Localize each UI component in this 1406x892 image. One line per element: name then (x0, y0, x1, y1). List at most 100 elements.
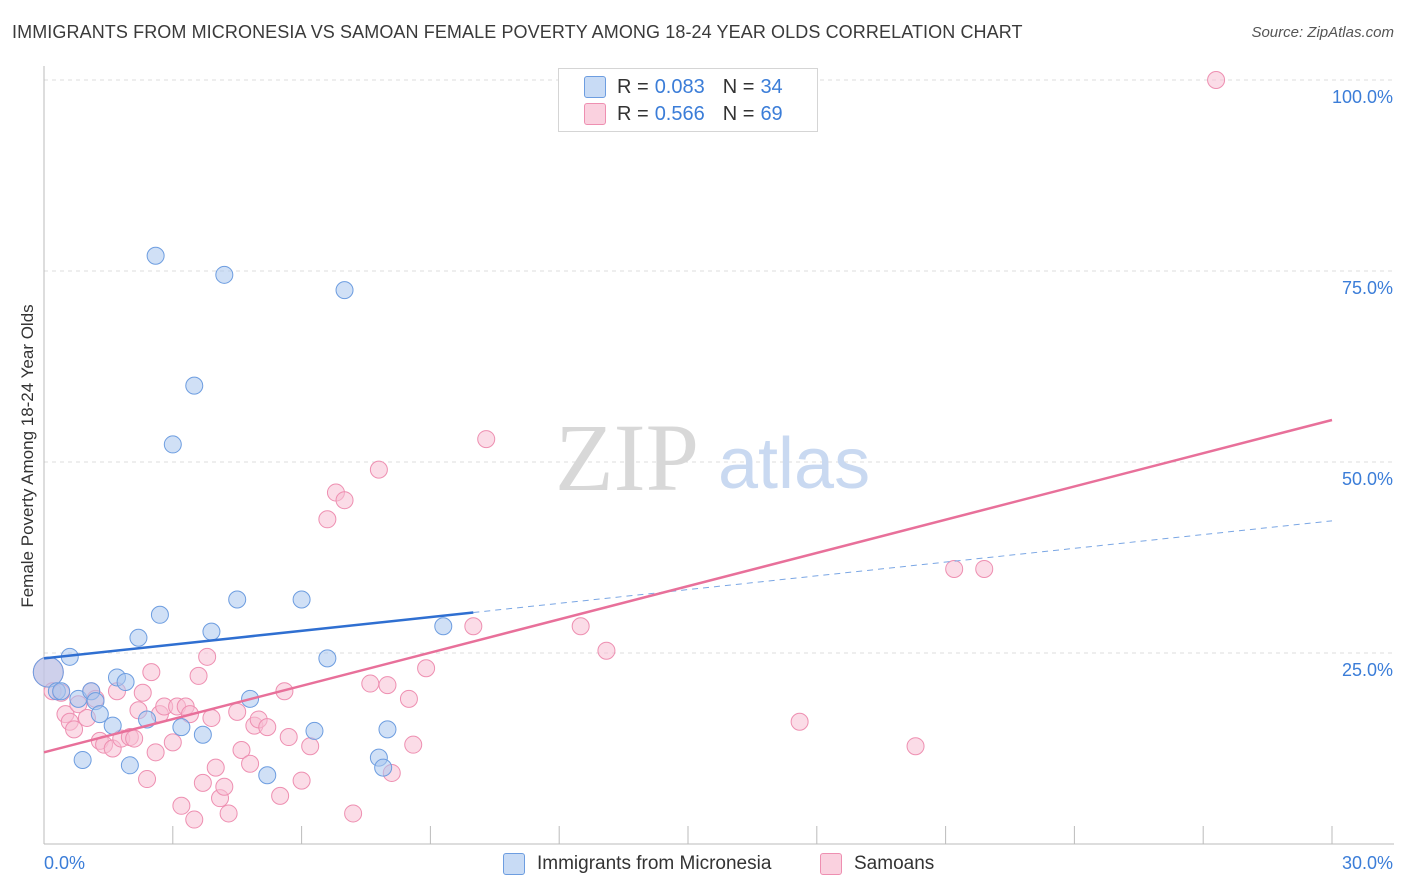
legend-r-value: 0.566 (654, 102, 705, 125)
point-micronesia (129, 628, 148, 647)
point-samoans (258, 718, 277, 737)
point-micronesia (292, 590, 311, 609)
point-samoans (361, 674, 380, 693)
point-samoans (193, 773, 212, 792)
legend-n-label: N = (722, 102, 755, 125)
point-samoans (241, 754, 260, 773)
point-samoans (185, 810, 204, 829)
point-samoans (378, 676, 397, 695)
trend-layer (43, 418, 1333, 754)
tick-label-layer: 25.0% 50.0% 75.0% 100.0% 0.0% 30.0% (44, 87, 1393, 873)
point-samoans (404, 735, 423, 754)
chart-source: Source: ZipAtlas.com (1251, 24, 1394, 41)
y-tick-label: 25.0% (1342, 660, 1393, 680)
point-samoans (975, 559, 994, 578)
point-samoans (301, 737, 320, 756)
legend-n-value: 69 (760, 102, 783, 125)
bottom-legend-swatch-samoans (820, 853, 842, 875)
trend-line-micronesia (43, 611, 474, 660)
point-samoans (271, 786, 290, 805)
point-samoans (228, 702, 247, 721)
point-samoans (146, 743, 165, 762)
point-samoans (477, 430, 496, 449)
point-samoans (597, 641, 616, 660)
point-micronesia (116, 673, 135, 692)
point-samoans (198, 647, 217, 666)
point-samoans (464, 617, 483, 636)
point-samoans (133, 683, 152, 702)
point-micronesia (150, 605, 169, 624)
point-micronesia (120, 756, 139, 775)
bottom-legend-label-samoans: Samoans (854, 853, 935, 874)
point-samoans (571, 617, 590, 636)
legend-n-label: N = (722, 75, 755, 98)
point-micronesia (202, 622, 221, 641)
grid-layer (44, 79, 1394, 654)
legend-r-label: R = (617, 75, 649, 98)
point-micronesia (318, 649, 337, 668)
point-micronesia (193, 725, 212, 744)
bottom-legend-label-micronesia: Immigrants from Micronesia (537, 853, 772, 874)
points-layer (32, 71, 1226, 829)
point-samoans (202, 708, 221, 727)
point-micronesia (378, 720, 397, 739)
point-micronesia (146, 246, 165, 265)
point-samoans (335, 491, 354, 510)
point-micronesia (258, 766, 277, 785)
point-micronesia (90, 705, 109, 724)
point-samoans (125, 729, 144, 748)
point-samoans (189, 666, 208, 685)
point-micronesia (215, 265, 234, 284)
point-samoans (232, 741, 251, 760)
point-micronesia (374, 758, 393, 777)
point-samoans (142, 663, 161, 682)
watermark: ZIP atlas (555, 404, 870, 511)
legend-n-value: 34 (760, 75, 783, 98)
point-micronesia (228, 590, 247, 609)
point-samoans (206, 758, 225, 777)
point-samoans (138, 770, 157, 789)
point-micronesia (172, 718, 191, 737)
point-samoans (215, 777, 234, 796)
point-samoans (906, 737, 925, 756)
bottom-legend-micronesia: Immigrants from Micronesia (503, 852, 771, 876)
trend-line-samoans (43, 418, 1333, 754)
x-tick-label: 30.0% (1342, 853, 1393, 873)
point-samoans (417, 659, 436, 678)
bottom-legend-samoans: Samoans (820, 852, 934, 876)
point-samoans (292, 771, 311, 790)
point-samoans (369, 460, 388, 479)
point-samoans (1207, 71, 1226, 89)
point-samoans (163, 733, 182, 752)
point-micronesia (305, 721, 324, 740)
y-axis-title: Female Poverty Among 18-24 Year Olds (18, 304, 37, 608)
point-samoans (65, 720, 84, 739)
point-samoans (399, 689, 418, 708)
chart-title: IMMIGRANTS FROM MICRONESIA VS SAMOAN FEM… (12, 22, 1023, 42)
point-samoans (344, 804, 363, 823)
legend-swatch-micronesia (584, 76, 606, 98)
point-samoans (945, 559, 964, 578)
point-micronesia (163, 435, 182, 454)
correlation-legend: R = 0.083 N = 34 R = 0.566 N = 69 (558, 68, 818, 132)
legend-row-micronesia: R = 0.083 N = 34 (584, 75, 783, 99)
watermark-atlas: atlas (718, 424, 870, 504)
y-tick-label: 50.0% (1342, 469, 1393, 489)
legend-swatch-samoans (584, 103, 606, 125)
x-tick-label: 0.0% (44, 853, 85, 873)
point-samoans (279, 728, 298, 747)
y-tick-label: 100.0% (1332, 87, 1393, 107)
point-micronesia (103, 716, 122, 735)
point-samoans (219, 804, 238, 823)
point-micronesia (73, 750, 92, 769)
trend-line-micronesia-extension (473, 520, 1333, 614)
axis-layer (43, 66, 1394, 845)
y-tick-label: 75.0% (1342, 278, 1393, 298)
point-micronesia (335, 281, 354, 300)
bottom-legend-swatch-micronesia (503, 853, 525, 875)
point-micronesia (52, 682, 71, 701)
legend-row-samoans: R = 0.566 N = 69 (584, 102, 783, 126)
point-micronesia (185, 376, 204, 395)
legend-r-label: R = (617, 102, 649, 125)
